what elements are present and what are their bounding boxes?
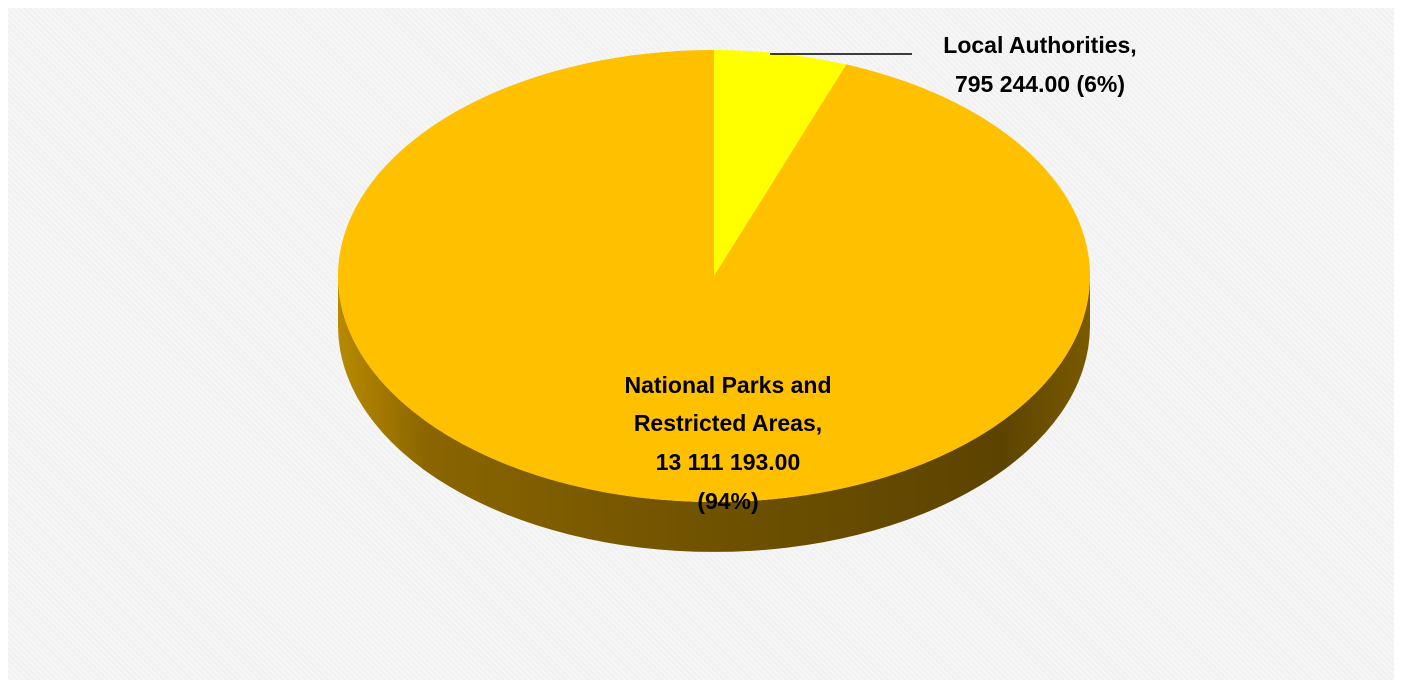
- data-label-national-parks-name-1: National Parks and: [624, 372, 831, 398]
- data-label-national-parks-value: 13 111 193.00: [656, 449, 801, 475]
- data-label-local-authorities-value: 795 244.00 (6%): [955, 71, 1125, 97]
- data-label-national-parks-percent: (94%): [697, 488, 758, 514]
- data-label-national-parks-name-2: Restricted Areas,: [634, 410, 822, 436]
- data-label-local-authorities-name: Local Authorities,: [943, 32, 1136, 58]
